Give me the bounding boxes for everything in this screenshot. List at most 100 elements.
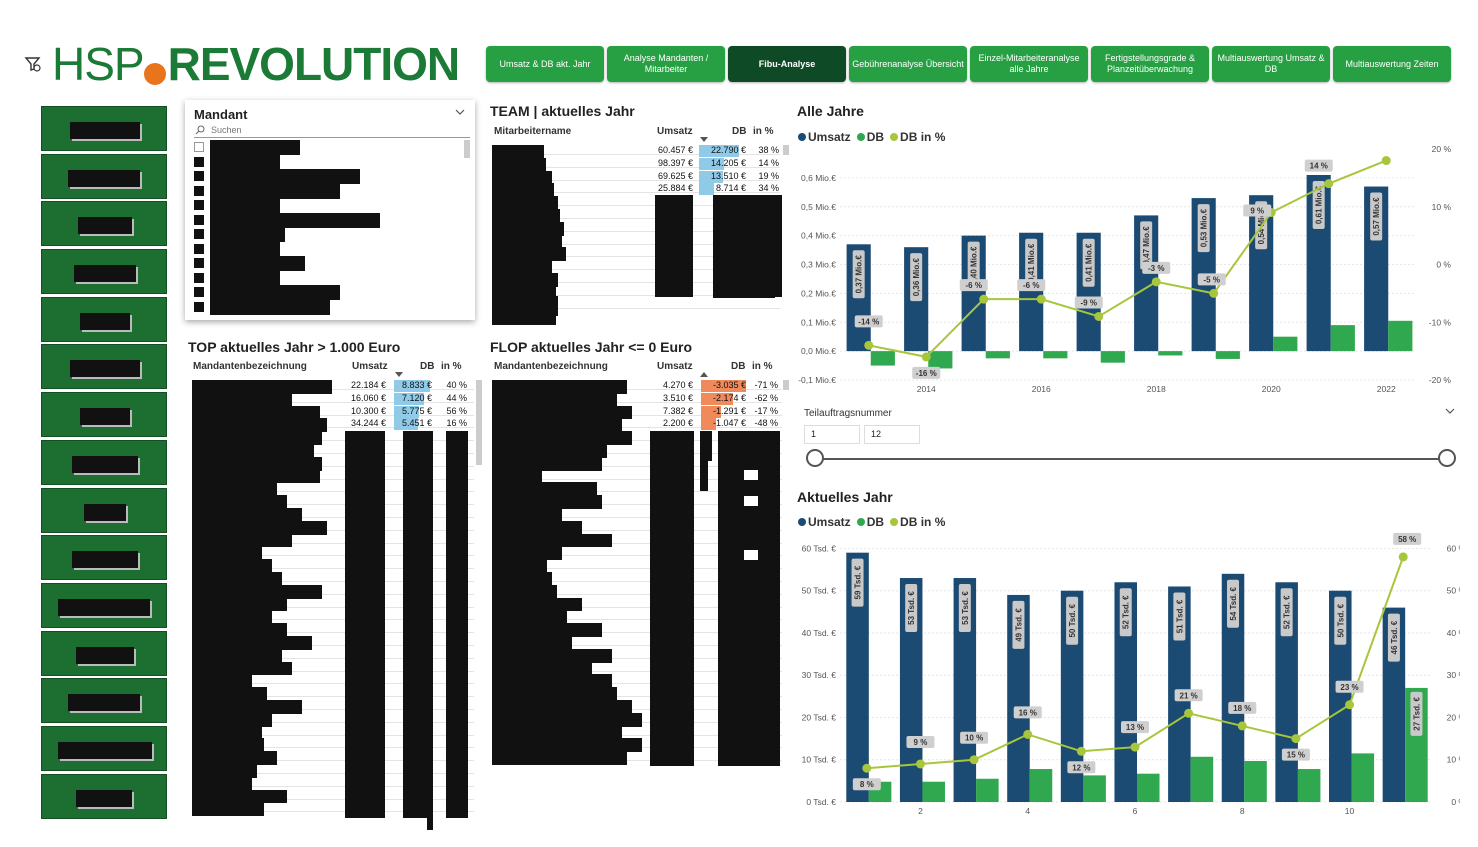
- col-umsatz[interactable]: Umsatz: [352, 361, 388, 372]
- mandant-checkbox[interactable]: [194, 171, 204, 181]
- mandant-checkbox[interactable]: [194, 258, 204, 268]
- db-bar[interactable]: [870, 351, 895, 366]
- db-bar[interactable]: [1330, 325, 1355, 352]
- db-bar[interactable]: [1273, 336, 1298, 352]
- mandant-checkbox[interactable]: [194, 287, 204, 297]
- db-bar[interactable]: [1215, 351, 1240, 359]
- db-pct-point[interactable]: [921, 352, 931, 362]
- db-bar[interactable]: [1029, 769, 1053, 802]
- db-pct-point[interactable]: [1130, 742, 1140, 752]
- db-bar[interactable]: [976, 778, 999, 802]
- db-pct-point[interactable]: [1324, 179, 1334, 189]
- sort-desc-icon[interactable]: [395, 372, 403, 377]
- nav-button[interactable]: [41, 582, 167, 628]
- nav-button[interactable]: [41, 630, 167, 676]
- db-pct-point[interactable]: [1381, 156, 1391, 166]
- db-pct-point[interactable]: [1345, 700, 1355, 710]
- col-db[interactable]: DB: [731, 361, 746, 372]
- db-bar[interactable]: [928, 351, 953, 369]
- tab-7[interactable]: Multiauswertung Zeiten: [1333, 46, 1451, 82]
- mandant-checkbox[interactable]: [194, 272, 204, 283]
- col-db[interactable]: DB: [732, 126, 747, 137]
- nav-button[interactable]: [41, 296, 167, 342]
- db-pct-point[interactable]: [1398, 552, 1408, 562]
- nav-button[interactable]: [41, 535, 167, 581]
- db-bar[interactable]: [1083, 775, 1106, 802]
- db-bar[interactable]: [922, 781, 945, 802]
- db-pct-point[interactable]: [1291, 734, 1301, 744]
- db-pct-point[interactable]: [915, 759, 925, 769]
- col-mandantenbezeichnung[interactable]: Mandantenbezeichnung: [494, 361, 608, 372]
- nav-button[interactable]: [41, 439, 167, 485]
- scrollbar[interactable]: [783, 380, 789, 390]
- chevron-down-icon[interactable]: [1445, 408, 1455, 416]
- tab-5[interactable]: Fertigstellungsgrade & Planzeitüberwachu…: [1091, 46, 1209, 82]
- slider-handle-min[interactable]: [806, 449, 824, 467]
- filter-icon[interactable]: [24, 55, 42, 73]
- nav-button[interactable]: [41, 773, 167, 819]
- col-mitarbeitername[interactable]: Mitarbeitername: [494, 126, 572, 137]
- db-bar[interactable]: [985, 351, 1010, 359]
- mandant-checkbox[interactable]: [194, 301, 204, 312]
- umsatz-bar[interactable]: [1221, 573, 1245, 802]
- db-pct-point[interactable]: [1184, 708, 1194, 718]
- col-umsatz[interactable]: Umsatz: [657, 126, 693, 137]
- db-bar[interactable]: [1158, 351, 1183, 356]
- db-bar[interactable]: [1043, 351, 1068, 359]
- chevron-down-icon[interactable]: [455, 109, 465, 117]
- search-input[interactable]: Suchen: [211, 125, 242, 135]
- col-pct[interactable]: in %: [752, 361, 773, 372]
- db-pct-point[interactable]: [862, 763, 872, 773]
- db-bar[interactable]: [1351, 753, 1375, 802]
- mandant-checkbox[interactable]: [194, 142, 204, 152]
- scrollbar[interactable]: [783, 145, 789, 155]
- db-bar[interactable]: [1297, 769, 1321, 802]
- mandant-checkbox[interactable]: [194, 200, 204, 210]
- db-bar[interactable]: [1100, 351, 1125, 363]
- col-mandantenbezeichnung[interactable]: Mandantenbezeichnung: [193, 361, 307, 372]
- db-pct-point[interactable]: [1237, 721, 1247, 731]
- nav-button[interactable]: [41, 392, 167, 438]
- db-pct-point[interactable]: [1209, 288, 1219, 298]
- db-pct-point[interactable]: [1151, 277, 1161, 287]
- slider-max-input[interactable]: 12: [864, 425, 920, 444]
- scrollbar[interactable]: [464, 140, 470, 158]
- tab-4[interactable]: Einzel-Mitarbeiteranalyse alle Jahre: [970, 46, 1088, 82]
- nav-button[interactable]: [41, 201, 167, 247]
- nav-button[interactable]: [41, 725, 167, 771]
- db-bar[interactable]: [1190, 756, 1214, 802]
- nav-button[interactable]: [41, 487, 167, 533]
- db-pct-point[interactable]: [969, 755, 979, 765]
- slider-track[interactable]: [815, 458, 1447, 460]
- sort-desc-icon[interactable]: [700, 137, 708, 142]
- slider-min-input[interactable]: 1: [804, 425, 860, 444]
- sort-asc-icon[interactable]: [700, 372, 708, 377]
- umsatz-bar[interactable]: [1275, 582, 1298, 802]
- tab-2[interactable]: Fibu-Analyse: [728, 46, 846, 82]
- nav-button[interactable]: [41, 344, 167, 390]
- mandant-checkbox[interactable]: [194, 214, 204, 225]
- db-pct-point[interactable]: [1076, 746, 1086, 756]
- umsatz-bar[interactable]: [953, 578, 977, 802]
- nav-button[interactable]: [41, 678, 167, 724]
- scrollbar[interactable]: [476, 380, 482, 465]
- nav-button[interactable]: [41, 106, 167, 151]
- db-bar[interactable]: [1137, 773, 1160, 802]
- tab-1[interactable]: Analyse Mandanten / Mitarbeiter: [607, 46, 725, 82]
- tab-0[interactable]: Umsatz & DB akt. Jahr: [486, 46, 604, 82]
- nav-button[interactable]: [41, 249, 167, 295]
- db-bar[interactable]: [1388, 320, 1413, 352]
- col-db[interactable]: DB: [420, 361, 435, 372]
- db-pct-point[interactable]: [979, 294, 989, 304]
- tab-3[interactable]: Gebührenanalyse Übersicht: [849, 46, 967, 82]
- col-pct[interactable]: in %: [753, 126, 774, 137]
- mandant-checkbox[interactable]: [194, 156, 204, 167]
- col-pct[interactable]: in %: [441, 361, 462, 372]
- db-pct-point[interactable]: [1094, 311, 1104, 321]
- mandant-checkbox[interactable]: [194, 243, 204, 254]
- db-pct-point[interactable]: [864, 340, 874, 350]
- umsatz-bar[interactable]: [846, 552, 869, 802]
- slider-handle-max[interactable]: [1438, 449, 1456, 467]
- nav-button[interactable]: [41, 153, 167, 199]
- mandant-checkbox[interactable]: [194, 229, 204, 239]
